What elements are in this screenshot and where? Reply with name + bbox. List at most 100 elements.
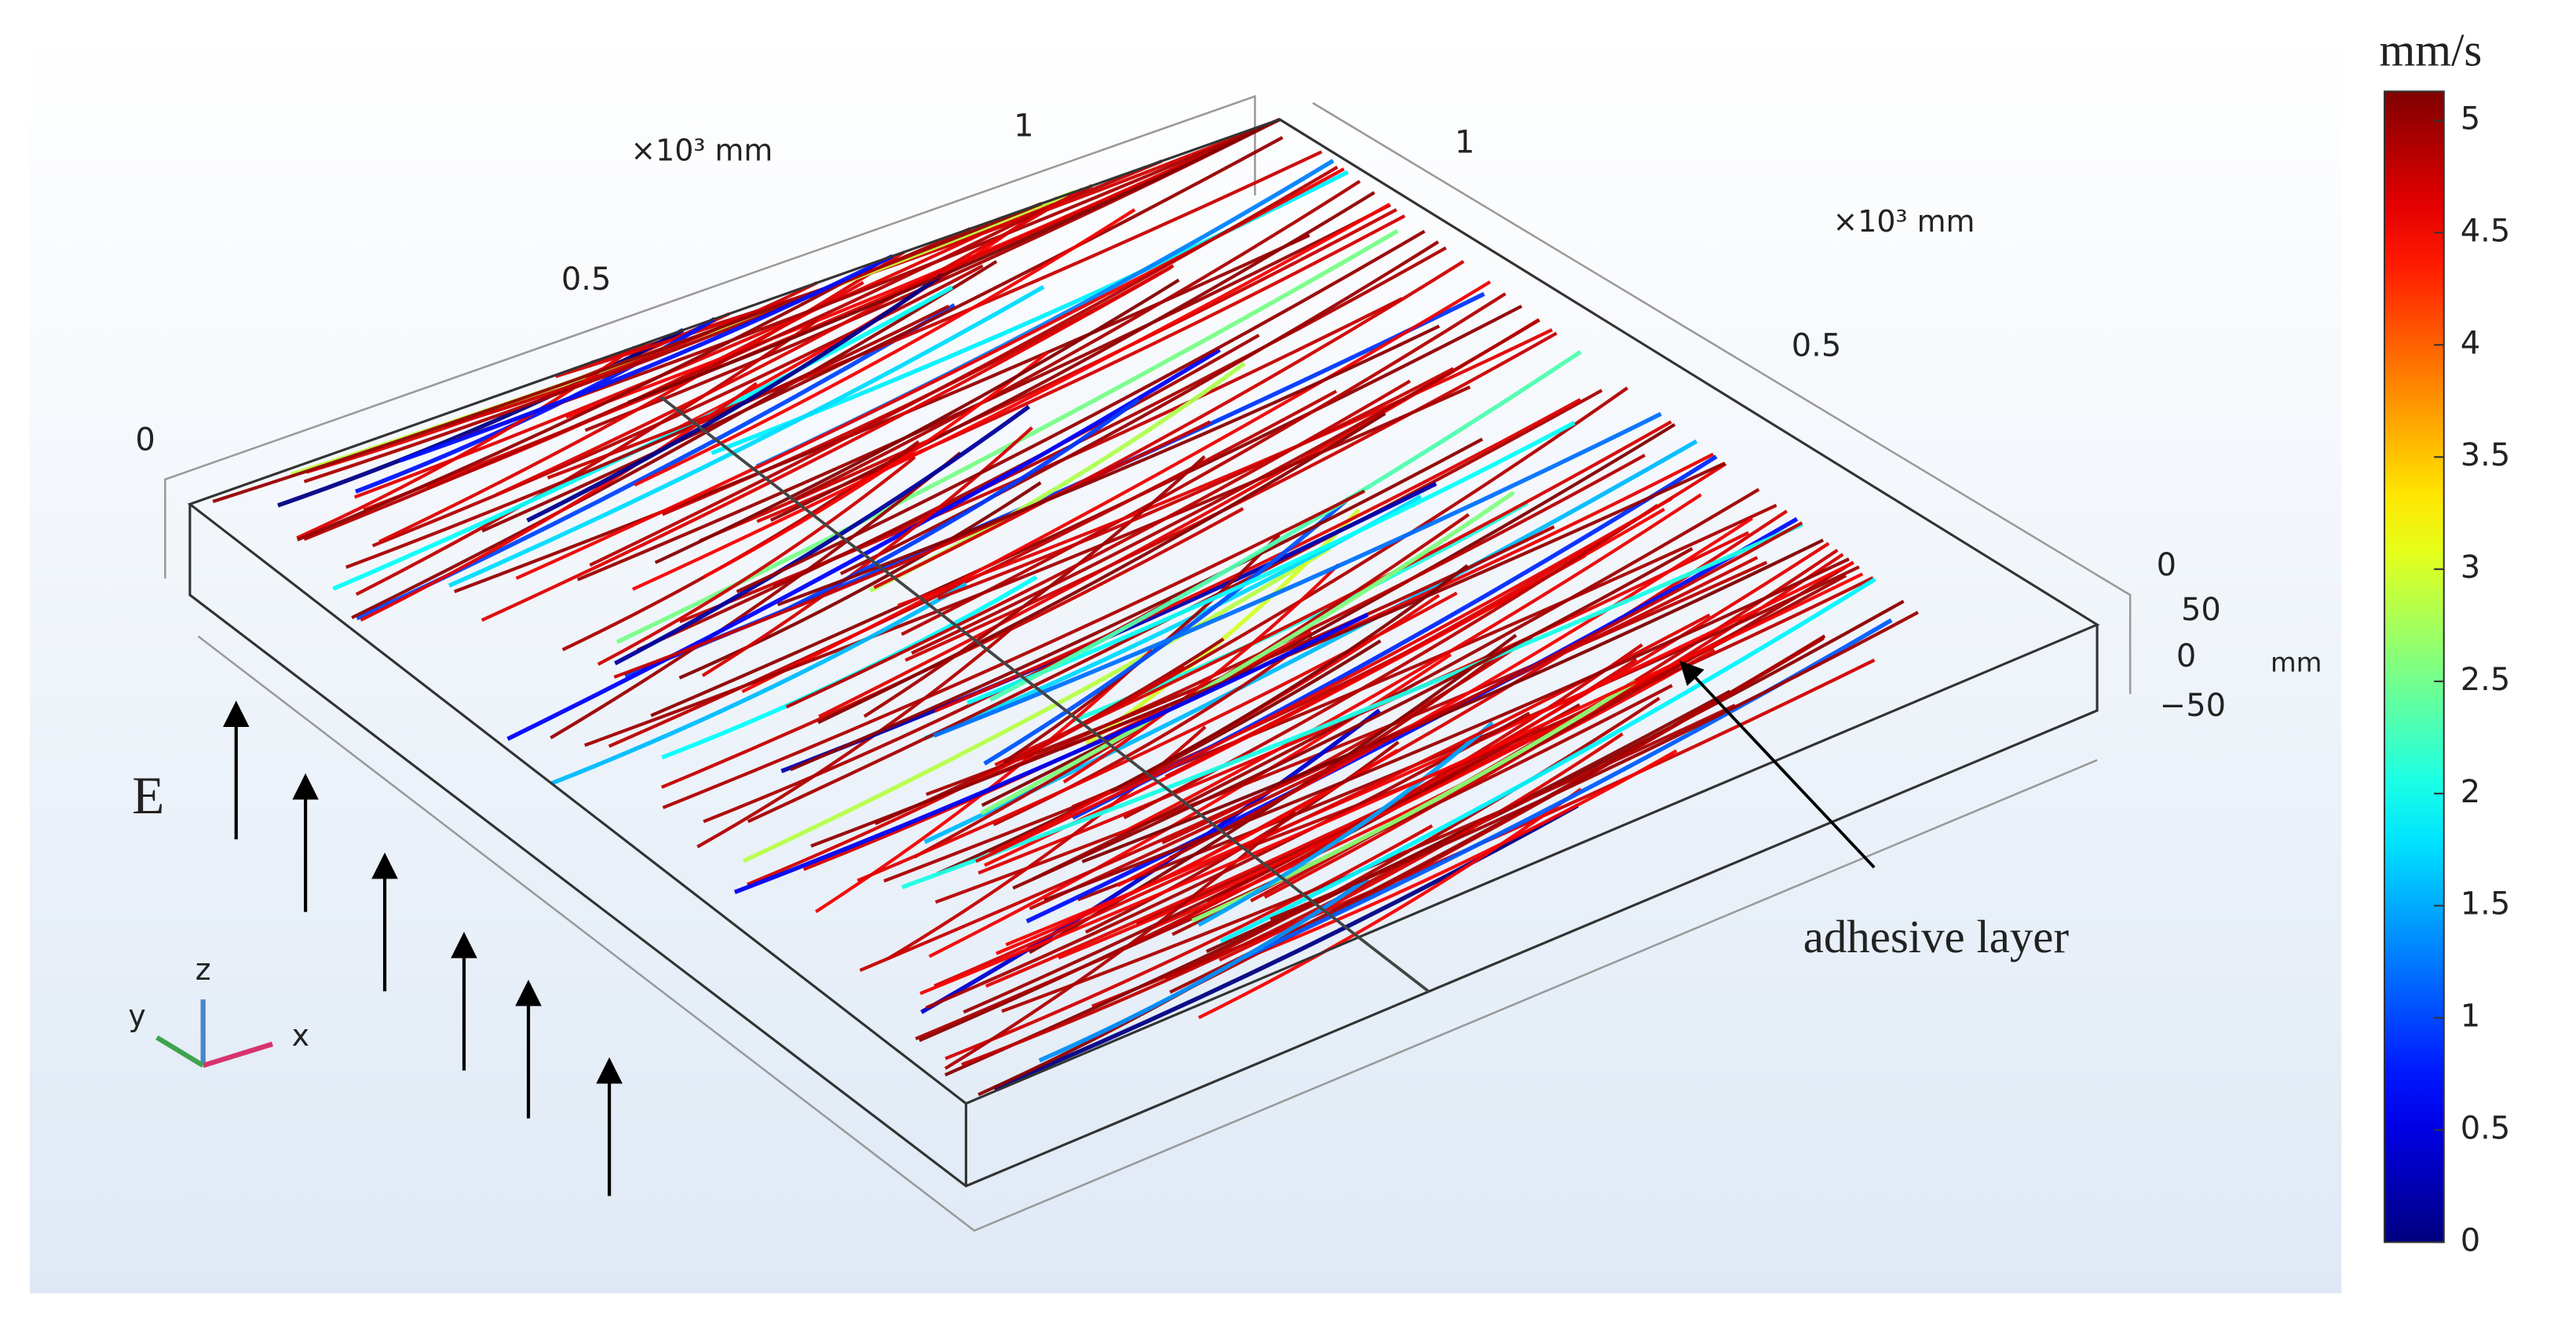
x-tick-label: 0.5 bbox=[561, 261, 612, 298]
trajectory bbox=[883, 503, 1778, 883]
trajectory bbox=[526, 273, 943, 523]
trajectory bbox=[873, 260, 1465, 590]
trajectory bbox=[975, 497, 1673, 864]
z-tick-label: −50 bbox=[2160, 688, 2226, 724]
z-tick-label: 0 bbox=[2157, 547, 2176, 583]
trajectory bbox=[662, 489, 1365, 809]
trajectory bbox=[550, 451, 962, 740]
trajectory bbox=[1043, 557, 1850, 902]
trajectory bbox=[736, 229, 1426, 593]
triad-label: y bbox=[128, 999, 145, 1033]
trajectory bbox=[554, 118, 1281, 378]
trajectory bbox=[817, 411, 1387, 725]
trajectory bbox=[1058, 698, 1606, 960]
trajectory bbox=[480, 265, 1172, 622]
colorbar-tick-label: 0.5 bbox=[2461, 1110, 2511, 1146]
trajectory bbox=[945, 824, 1434, 1061]
trajectory bbox=[901, 522, 1803, 889]
trajectory bbox=[584, 385, 1471, 747]
trajectory bbox=[277, 328, 685, 508]
colorbar-tick-label: 3 bbox=[2461, 550, 2480, 586]
colorbar-tick-label: 2 bbox=[2461, 774, 2480, 810]
trajectory bbox=[1032, 488, 1760, 881]
trajectory bbox=[988, 349, 1582, 703]
trajectory bbox=[863, 455, 1206, 718]
z-tick-label: 50 bbox=[2181, 592, 2221, 628]
colorbar: 0 0.5 1 1.5 2 2.5 3 3.5 4 4.5 5 bbox=[2383, 90, 2511, 1258]
trajectory bbox=[793, 180, 1361, 502]
trajectory bbox=[637, 334, 1260, 652]
annotation-arrow bbox=[1679, 660, 1876, 869]
trajectory bbox=[1197, 787, 1582, 1020]
trajectory bbox=[934, 397, 1581, 713]
trajectory bbox=[1197, 721, 1494, 927]
trajectory bbox=[1038, 876, 1369, 1063]
trajectory bbox=[1062, 563, 1340, 783]
z-axis-unit: mm bbox=[2271, 648, 2322, 678]
trajectory bbox=[1230, 749, 1678, 966]
trajectory bbox=[733, 612, 1369, 895]
trajectory bbox=[303, 184, 1093, 541]
trajectory bbox=[448, 284, 1045, 588]
trajectory bbox=[297, 254, 893, 542]
trajectory bbox=[980, 491, 1515, 816]
trajectory bbox=[506, 348, 1221, 741]
trajectory bbox=[627, 118, 1281, 404]
trajectory bbox=[296, 345, 636, 540]
trajectories bbox=[212, 118, 1919, 1097]
trajectory bbox=[859, 556, 1759, 972]
domain-box bbox=[187, 118, 2100, 1188]
colorbar-tick-label: 1 bbox=[2461, 999, 2480, 1035]
trajectory bbox=[911, 318, 1540, 655]
axis-triad bbox=[155, 999, 273, 1068]
y-axis-unit: ×10³ mm bbox=[1833, 204, 1975, 239]
trajectory bbox=[597, 455, 916, 666]
trajectory bbox=[961, 853, 1420, 1067]
trajectory bbox=[355, 319, 818, 596]
colorbar-tick-label: 4.5 bbox=[2461, 213, 2511, 249]
trajectory bbox=[495, 188, 1083, 497]
x-tick-label: 1 bbox=[1014, 108, 1033, 144]
trajectory bbox=[981, 422, 1676, 807]
trajectory bbox=[1123, 503, 1659, 820]
field-label: E bbox=[132, 766, 164, 825]
trajectory bbox=[678, 481, 1042, 680]
trajectory bbox=[937, 367, 1455, 601]
axis-frames bbox=[164, 94, 2132, 1233]
trajectory bbox=[1116, 493, 1702, 837]
trajectory bbox=[614, 404, 1031, 666]
colorbar-scale bbox=[2383, 90, 2445, 1243]
annotation: adhesive layer bbox=[1803, 911, 2070, 962]
trajectory bbox=[769, 191, 1376, 522]
trajectory bbox=[631, 203, 1390, 591]
z-tick-label: 0 bbox=[2176, 638, 2196, 674]
colorbar-tick-label: 3.5 bbox=[2461, 437, 2511, 473]
y-tick-label: 1 bbox=[1455, 125, 1474, 161]
trajectory bbox=[897, 328, 1553, 608]
trajectory bbox=[944, 809, 1296, 1070]
colorbar-tick-label: 5 bbox=[2461, 101, 2480, 137]
colorbar-tick-label: 4 bbox=[2461, 325, 2480, 361]
trajectory bbox=[1081, 539, 1824, 864]
trajectory bbox=[589, 166, 1339, 567]
trajectory bbox=[345, 305, 950, 569]
trajectory bbox=[1270, 611, 1919, 921]
trajectory bbox=[351, 260, 998, 619]
colorbar-tick-label: 2.5 bbox=[2461, 662, 2511, 698]
trajectory bbox=[785, 379, 1412, 709]
colorbar-unit: mm/s bbox=[2379, 25, 2482, 76]
trajectory bbox=[1244, 575, 1874, 850]
trajectory bbox=[654, 278, 1180, 564]
trajectory bbox=[613, 420, 1211, 679]
trajectory bbox=[839, 240, 1439, 575]
trajectory bbox=[934, 561, 1768, 904]
trajectory bbox=[696, 626, 1014, 849]
trajectory bbox=[992, 803, 1579, 1090]
trajectory bbox=[789, 437, 1484, 772]
field-arrows bbox=[222, 700, 623, 1196]
trajectory bbox=[1012, 546, 1694, 890]
trajectory bbox=[399, 254, 893, 463]
trajectory bbox=[741, 280, 1492, 694]
trajectory bbox=[378, 250, 905, 543]
